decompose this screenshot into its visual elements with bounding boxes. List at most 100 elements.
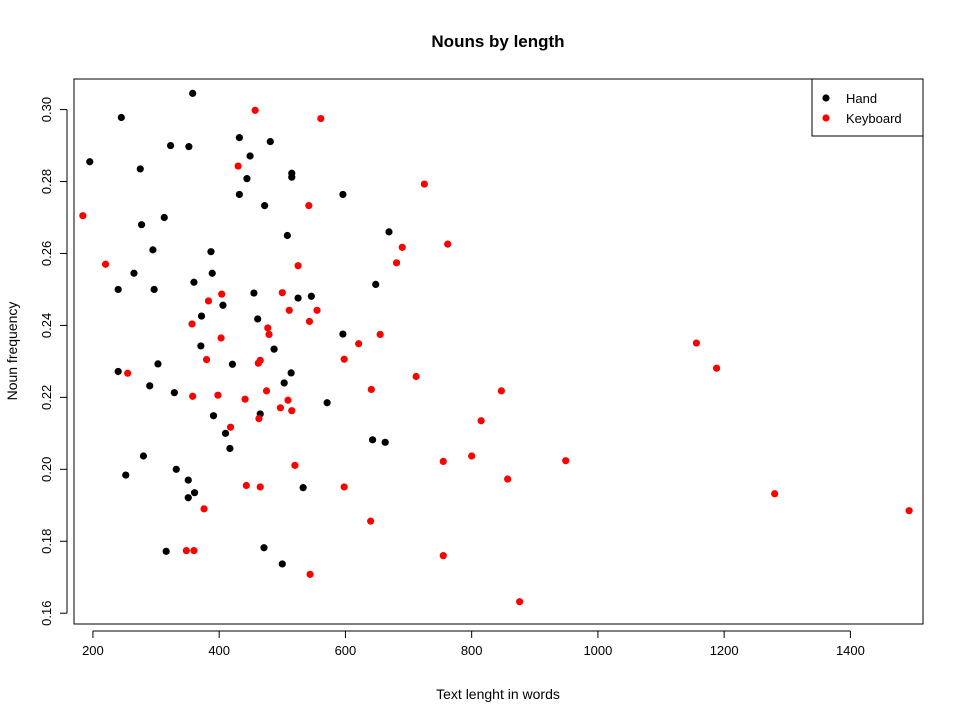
data-point-keyboard bbox=[256, 483, 264, 491]
data-point-keyboard bbox=[692, 339, 700, 347]
data-point-keyboard bbox=[285, 306, 293, 314]
data-point-keyboard bbox=[398, 243, 406, 251]
data-point-hand bbox=[228, 360, 237, 368]
x-tick-label: 800 bbox=[461, 643, 483, 658]
data-point-keyboard bbox=[504, 475, 512, 483]
data-point-keyboard bbox=[516, 598, 524, 606]
legend-label-keyboard: Keyboard bbox=[846, 111, 902, 126]
data-point-hand bbox=[189, 89, 197, 97]
data-point-hand bbox=[339, 190, 347, 199]
y-axis: 0.16 0.18 0.20 0.22 0.24 0.26 0.28 0.30 bbox=[39, 97, 68, 626]
data-point-keyboard bbox=[412, 372, 420, 381]
data-point-keyboard bbox=[214, 391, 222, 399]
data-point-keyboard bbox=[264, 324, 272, 332]
data-point-keyboard bbox=[101, 260, 110, 268]
data-point-keyboard bbox=[340, 483, 348, 491]
data-point-keyboard bbox=[226, 423, 235, 431]
data-point-keyboard bbox=[204, 297, 213, 305]
data-point-hand bbox=[323, 399, 331, 407]
data-point-keyboard bbox=[439, 552, 447, 560]
x-tick-label: 1000 bbox=[583, 643, 612, 658]
x-axis-label: Text lenght in words bbox=[436, 686, 560, 702]
y-tick-label: 0.18 bbox=[39, 529, 54, 554]
x-tick-label: 1200 bbox=[710, 643, 739, 658]
data-point-hand bbox=[197, 342, 205, 350]
x-tick-label: 600 bbox=[335, 643, 357, 658]
data-point-keyboard bbox=[340, 355, 348, 363]
legend-marker-keyboard bbox=[822, 114, 830, 122]
y-tick-label: 0.26 bbox=[39, 241, 54, 266]
data-point-keyboard bbox=[251, 106, 259, 114]
data-point-hand bbox=[254, 315, 262, 323]
data-point-hand bbox=[221, 429, 230, 437]
data-point-keyboard bbox=[305, 317, 314, 326]
data-point-hand bbox=[184, 476, 192, 484]
data-point-hand bbox=[190, 489, 199, 497]
data-point-keyboard bbox=[562, 457, 570, 465]
data-point-hand bbox=[197, 312, 206, 320]
legend-marker-hand bbox=[822, 94, 830, 102]
data-point-keyboard bbox=[200, 505, 208, 513]
x-tick-label: 400 bbox=[208, 643, 230, 658]
data-point-hand bbox=[294, 294, 302, 302]
x-axis: 200 400 600 800 1000 1200 1400 bbox=[82, 630, 865, 658]
data-point-keyboard bbox=[217, 334, 225, 342]
data-point-hand bbox=[208, 269, 216, 277]
chart-title: Nouns by length bbox=[431, 32, 564, 51]
data-point-hand bbox=[122, 471, 130, 479]
data-point-keyboard bbox=[306, 570, 314, 578]
data-point-keyboard bbox=[278, 289, 286, 297]
data-point-keyboard bbox=[182, 547, 190, 555]
y-tick-label: 0.30 bbox=[39, 97, 54, 122]
data-point-keyboard bbox=[376, 330, 384, 339]
legend: Hand Keyboard bbox=[811, 78, 924, 137]
data-point-hand bbox=[170, 389, 178, 397]
data-point-hand bbox=[146, 382, 154, 390]
data-point-keyboard bbox=[392, 259, 401, 267]
data-point-keyboard bbox=[317, 114, 325, 123]
y-tick-label: 0.22 bbox=[39, 385, 54, 410]
data-point-keyboard bbox=[265, 330, 273, 339]
x-tick-label: 200 bbox=[82, 643, 104, 658]
data-point-hand bbox=[139, 452, 148, 460]
data-point-keyboard bbox=[420, 180, 428, 188]
y-tick-label: 0.16 bbox=[39, 601, 54, 626]
data-point-keyboard bbox=[367, 517, 375, 525]
data-point-keyboard bbox=[477, 417, 485, 425]
data-point-hand bbox=[385, 228, 393, 236]
data-point-keyboard bbox=[712, 364, 721, 372]
data-point-keyboard bbox=[218, 290, 226, 298]
data-point-hand bbox=[307, 292, 315, 300]
data-point-hand bbox=[219, 301, 227, 309]
data-point-hand bbox=[250, 289, 258, 297]
data-point-keyboard bbox=[444, 240, 452, 248]
data-point-hand bbox=[226, 444, 234, 453]
legend-box bbox=[811, 78, 924, 137]
data-point-keyboard bbox=[202, 355, 211, 364]
data-point-hand bbox=[288, 173, 296, 181]
data-point-keyboard bbox=[241, 395, 249, 403]
data-point-keyboard bbox=[468, 452, 476, 460]
data-point-hand bbox=[136, 165, 144, 173]
data-point-keyboard bbox=[124, 369, 132, 377]
data-point-hand bbox=[114, 285, 122, 294]
data-point-keyboard bbox=[367, 385, 375, 394]
data-point-hand bbox=[368, 436, 377, 444]
data-point-keyboard bbox=[276, 404, 285, 412]
data-point-keyboard bbox=[439, 457, 447, 465]
data-point-hand bbox=[137, 221, 146, 229]
data-point-hand bbox=[172, 465, 180, 473]
data-point-hand bbox=[160, 213, 168, 222]
data-point-hand bbox=[154, 360, 162, 368]
data-point-keyboard bbox=[234, 162, 242, 170]
y-tick-label: 0.24 bbox=[39, 313, 54, 338]
data-point-keyboard bbox=[313, 306, 321, 314]
data-point-hand bbox=[209, 412, 218, 420]
data-point-keyboard bbox=[188, 320, 196, 328]
data-point-hand bbox=[266, 137, 274, 146]
data-point-hand bbox=[130, 269, 138, 277]
data-points bbox=[79, 89, 913, 606]
series-hand bbox=[86, 89, 393, 568]
data-point-hand bbox=[243, 175, 251, 183]
